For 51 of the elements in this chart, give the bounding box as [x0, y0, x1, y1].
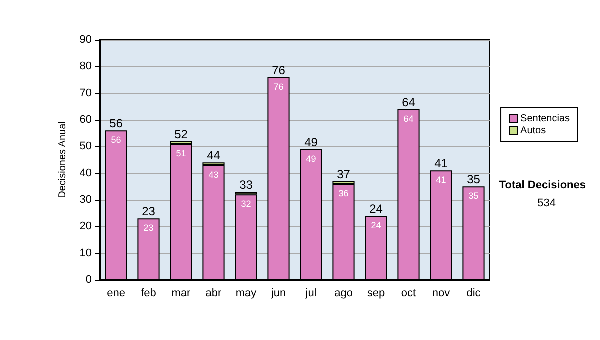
total-label: 33: [240, 178, 254, 192]
x-tick-label: dic: [466, 288, 482, 300]
x-tick-label: jul: [304, 288, 317, 300]
y-tick-label: 40: [80, 167, 92, 180]
total-label: 64: [402, 95, 416, 110]
y-tick-label: 80: [80, 60, 92, 73]
text: Total Decisiones: [499, 180, 586, 192]
total-label: 24: [370, 202, 384, 216]
y-axis-title: Decisiones Anual: [58, 122, 68, 198]
data-label: 64: [404, 114, 414, 124]
total-label: 44: [207, 148, 221, 163]
legend-label: Autos: [520, 126, 546, 136]
x-tick-label: may: [236, 288, 258, 300]
x-tick-label: abr: [206, 288, 222, 300]
data-label: 36: [338, 188, 349, 198]
total-label: 35: [467, 172, 481, 187]
x-tick-label: oct: [401, 288, 416, 300]
y-tick-label: 50: [80, 140, 92, 153]
y-tick-label: 90: [80, 34, 92, 46]
x-tick-label: mar: [172, 288, 192, 300]
data-label: 49: [306, 154, 316, 164]
data-label: 41: [436, 175, 446, 186]
x-tick-label: jun: [270, 288, 286, 300]
data-label: 23: [144, 223, 154, 234]
x-tick-label: feb: [141, 288, 156, 300]
legend-label: Sentencias: [520, 114, 570, 124]
data-label: 56: [111, 135, 122, 146]
total-label: 41: [434, 156, 448, 171]
y-tick-label: 10: [80, 247, 92, 260]
total-label: 56: [110, 116, 124, 131]
y-tick-label: 30: [80, 194, 92, 206]
y-tick-label: 70: [80, 87, 92, 100]
x-tick-label: ago: [334, 288, 353, 300]
y-tick-label: 60: [80, 114, 92, 126]
data-label: 51: [176, 148, 186, 158]
x-tick-label: sep: [367, 288, 386, 300]
total-label: 76: [272, 63, 286, 78]
data-label: 43: [208, 170, 219, 180]
data-label: 35: [468, 191, 479, 202]
total-label: 49: [304, 135, 318, 150]
data-label: 24: [371, 220, 382, 230]
data-label: 32: [241, 199, 252, 210]
x-tick-label: nov: [432, 288, 451, 300]
total-label: 37: [337, 167, 351, 182]
text: 534: [538, 198, 556, 210]
x-tick-label: ene: [107, 288, 126, 300]
total-label: 23: [142, 204, 156, 219]
data-label: 76: [274, 82, 284, 92]
total-label: 52: [174, 127, 188, 142]
y-tick-label: 0: [86, 274, 92, 286]
y-tick-label: 20: [80, 220, 92, 233]
